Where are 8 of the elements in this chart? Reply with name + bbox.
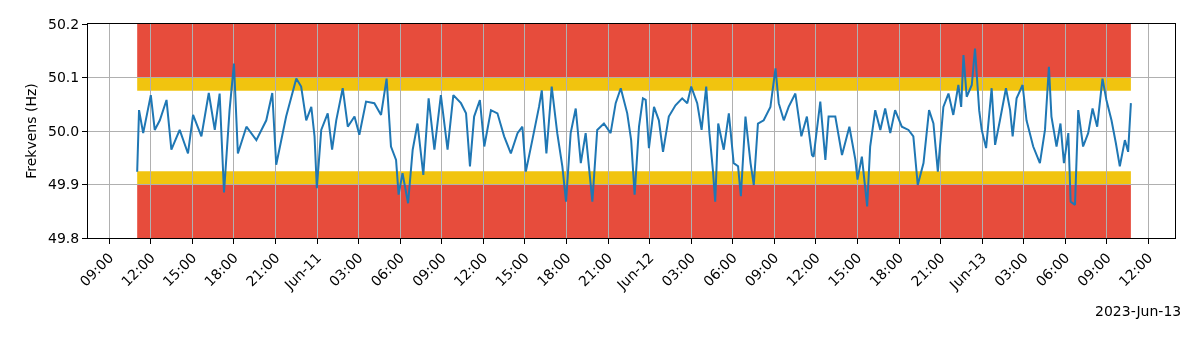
y-tick-label: 50.0 xyxy=(48,122,80,139)
y-axis-title: Frekvens (Hz) xyxy=(22,83,39,179)
y-tick-label: 49.8 xyxy=(48,229,80,246)
y-tick-label: 50.2 xyxy=(48,15,80,32)
line-series xyxy=(136,47,1132,208)
text: 2023-Jun-13 xyxy=(1095,303,1182,319)
y-tick-label: 49.9 xyxy=(48,176,80,193)
y-tick-label: 50.1 xyxy=(48,69,80,86)
